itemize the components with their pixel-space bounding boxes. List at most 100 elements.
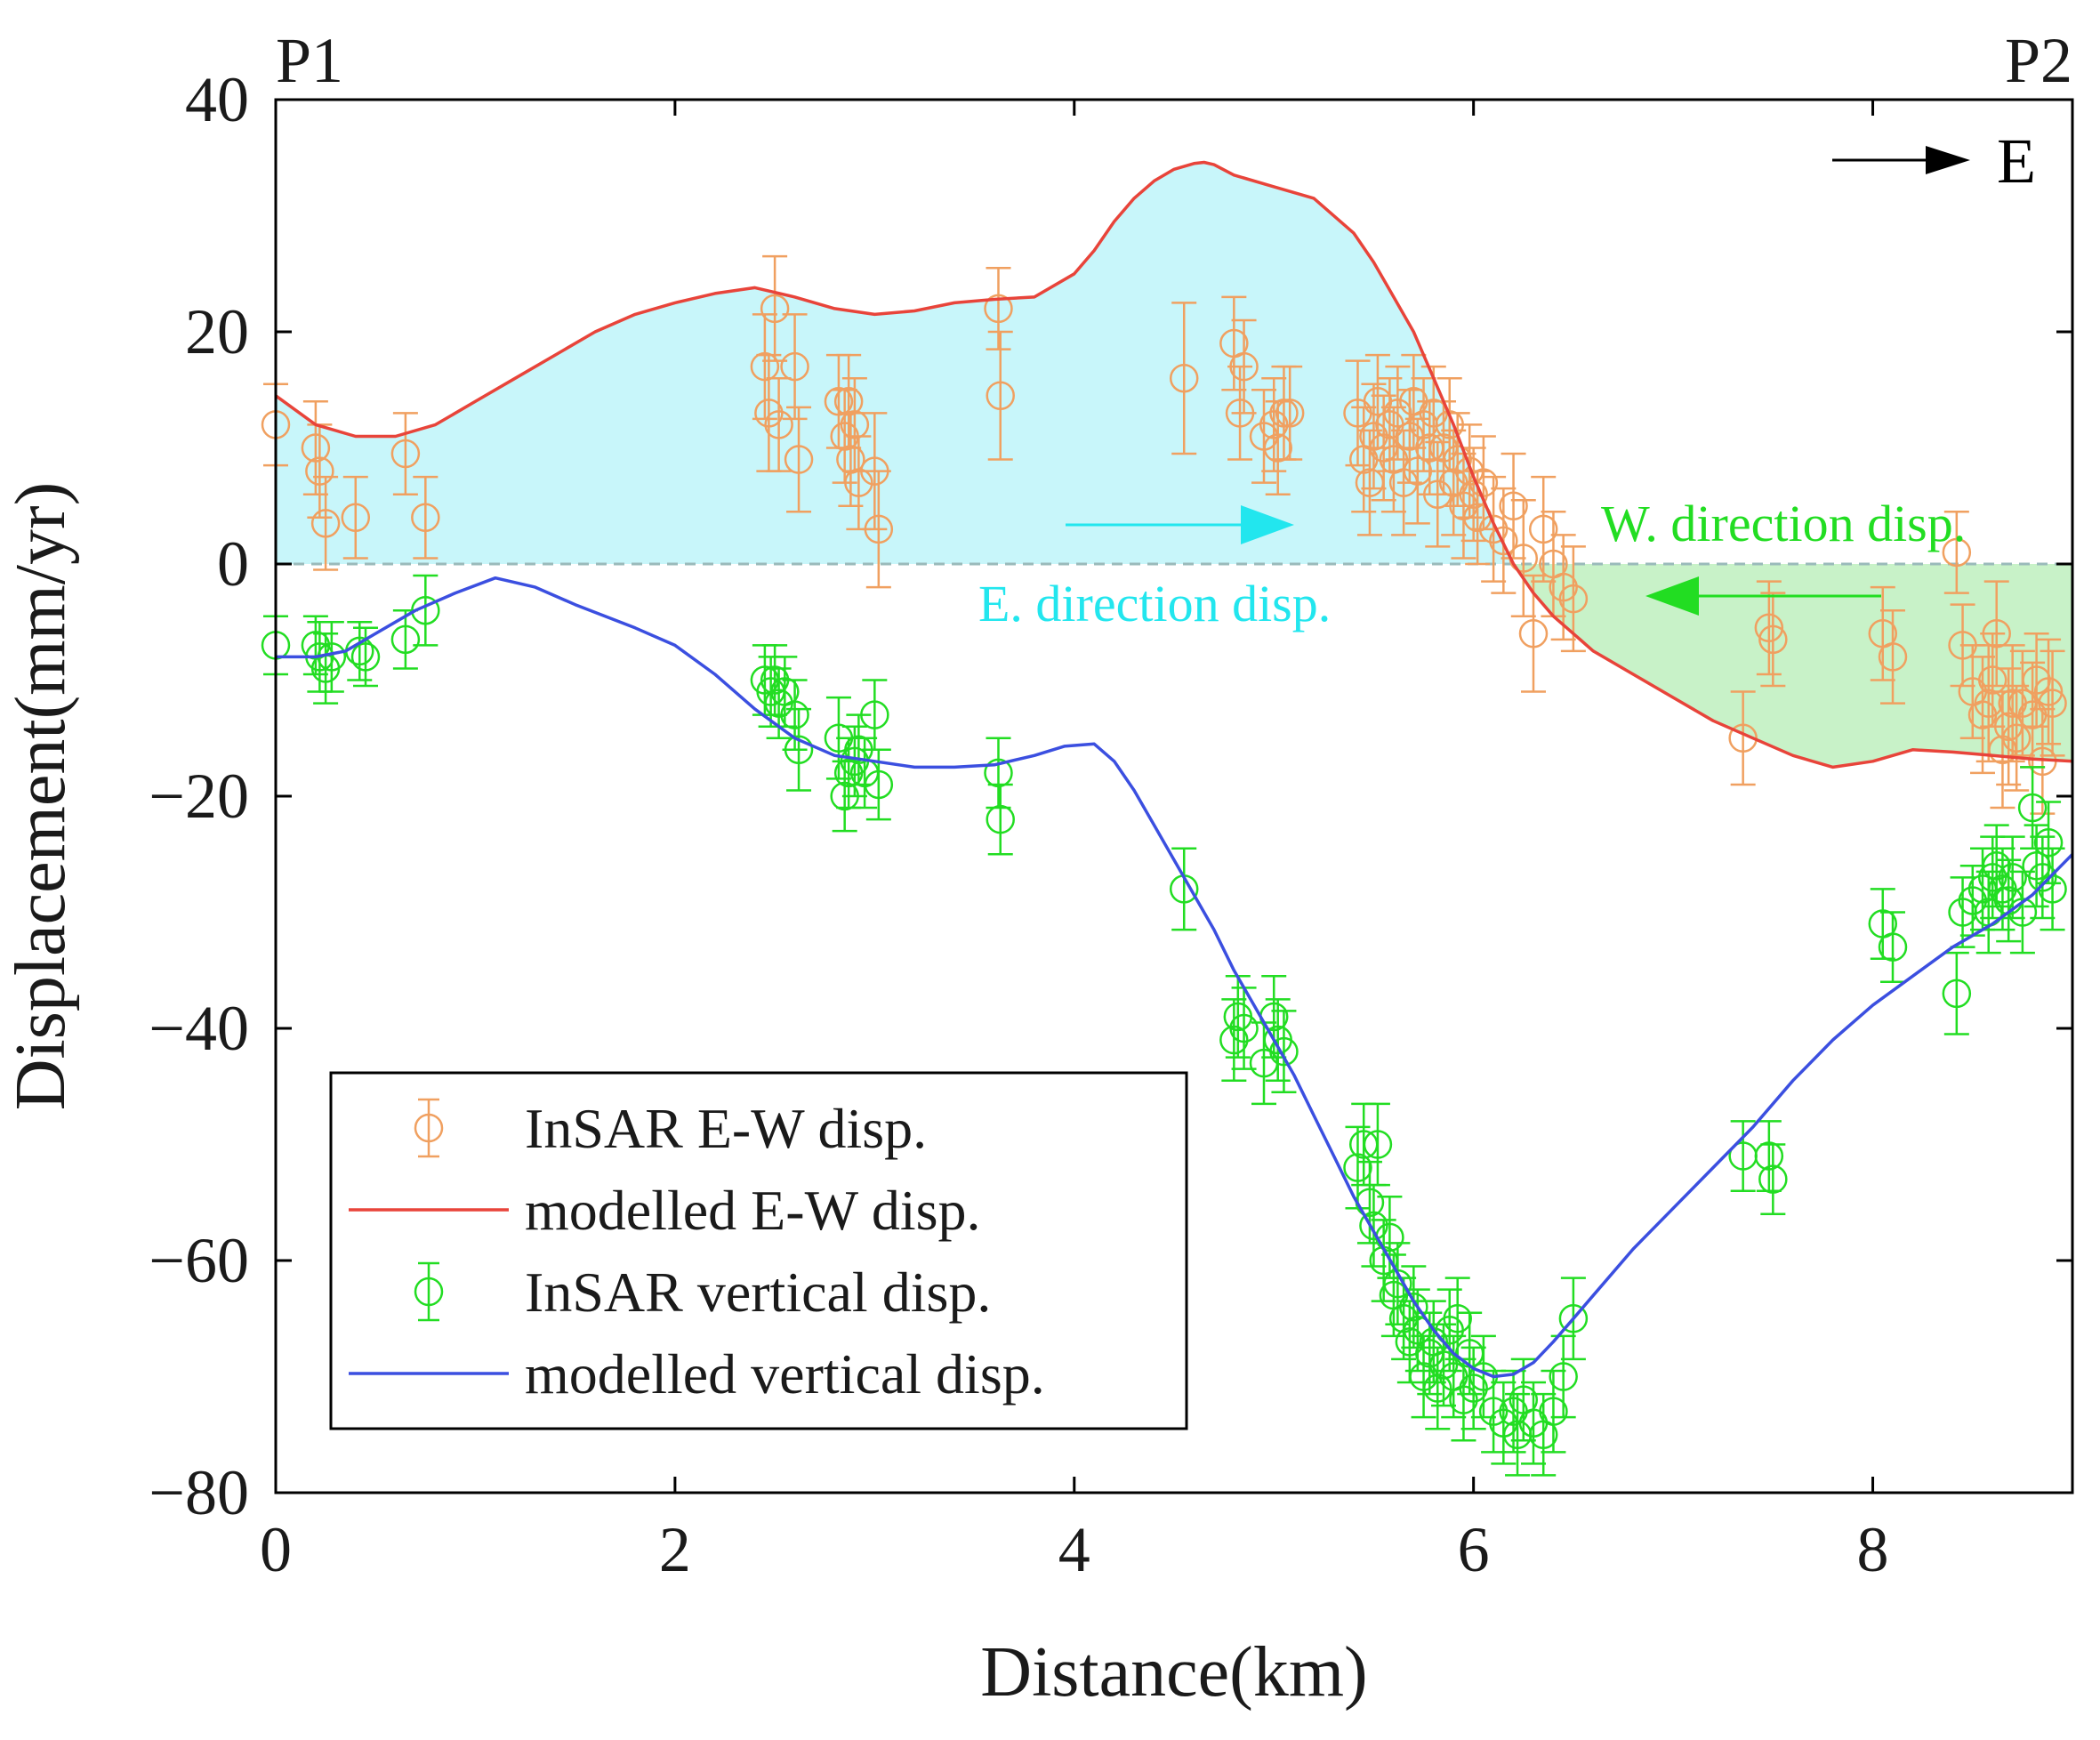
ew-point <box>1549 534 1578 641</box>
vertical-marker <box>1449 1385 1478 1414</box>
vertical-marker <box>1459 1373 1488 1403</box>
ew-point <box>1478 475 1509 583</box>
modelled-vertical-line <box>276 576 2074 1379</box>
vertical-marker <box>1758 1164 1788 1194</box>
ew-marker <box>1478 514 1509 544</box>
vertical-point <box>1728 1120 1758 1192</box>
vertical-point <box>1528 1392 1558 1477</box>
ew-point <box>1758 592 1788 688</box>
ew-marker <box>1549 572 1578 602</box>
vertical-marker <box>1754 1141 1784 1171</box>
east-label: E <box>1997 125 2036 197</box>
ew-marker <box>1754 613 1784 643</box>
ew-point <box>411 475 440 560</box>
ew-point <box>1878 608 1908 705</box>
ew-point <box>2028 707 2057 815</box>
vertical-marker <box>1958 886 1988 915</box>
legend-box <box>329 1071 1188 1430</box>
vertical-marker <box>1539 1397 1568 1426</box>
ew-marker <box>2022 665 2051 695</box>
ew-point <box>1275 365 1305 461</box>
ew-marker <box>824 387 854 416</box>
vertical-marker <box>1343 1153 1372 1182</box>
vertical-point <box>1549 1334 1578 1419</box>
ew-point <box>1998 644 2027 763</box>
vertical-point <box>1423 1346 1452 1430</box>
vertical-marker <box>984 758 1013 788</box>
vertical-marker <box>1229 1013 1259 1043</box>
ew-point <box>1459 447 1488 543</box>
vertical-marker <box>1558 1304 1589 1333</box>
ew-marker <box>1443 445 1472 474</box>
direction-fill-areas <box>276 162 2072 768</box>
legend-marker-symbol <box>414 1277 444 1307</box>
vertical-point <box>411 574 440 647</box>
vertical-marker <box>2017 793 2048 823</box>
ew-point <box>301 400 331 495</box>
x-axis-label: Distance(km) <box>980 1633 1367 1712</box>
ew-marker <box>1468 468 1499 497</box>
legend-label: InSAR E-W disp. <box>525 1097 927 1160</box>
ew-marker <box>1499 491 1528 520</box>
ew-marker <box>840 410 870 439</box>
vertical-marker <box>1403 1316 1433 1345</box>
ew-marker <box>1758 624 1788 655</box>
east-direction-arrowhead <box>1241 505 1294 544</box>
ew-marker <box>1383 399 1412 428</box>
ew-point <box>1977 632 2007 728</box>
axes: 0 2 4 6 8 40 20 0 −20 −40 −60 −80 Distance(km) Displa… <box>2 25 2074 1712</box>
ew-marker <box>833 387 864 416</box>
ew-marker <box>1489 526 1518 556</box>
ew-marker <box>1259 410 1289 439</box>
ew-marker <box>986 381 1015 411</box>
ew-marker <box>310 509 341 538</box>
vertical-point <box>1878 911 1908 984</box>
ew-point <box>1359 383 1388 490</box>
ew-point <box>784 406 814 513</box>
ew-point <box>341 475 371 560</box>
modelled-ew-line <box>274 160 2073 769</box>
vertical-marker <box>1443 1304 1472 1333</box>
ew-point <box>984 266 1013 350</box>
ew-marker <box>760 294 790 324</box>
west-direction-label: W. direction disp. <box>1601 495 1966 552</box>
vertical-marker <box>986 804 1015 834</box>
ew-marker <box>844 468 873 497</box>
ew-marker <box>1982 619 2011 648</box>
vertical-marker <box>780 700 809 729</box>
vertical-marker <box>390 624 421 655</box>
vertical-marker <box>1878 932 1908 962</box>
ew-point <box>1942 511 1972 594</box>
east-direction-fill <box>276 162 1514 564</box>
ew-marker <box>2001 723 2032 753</box>
vertical-marker <box>1399 1292 1428 1322</box>
ew-marker <box>1275 399 1305 428</box>
vertical-point <box>986 783 1015 856</box>
y-tick-label: −20 <box>149 761 249 832</box>
x-tick-label: 0 <box>260 1514 292 1585</box>
ew-point <box>1259 376 1289 472</box>
y-tick-label: 0 <box>217 528 249 600</box>
endpoint-label-p1: P1 <box>276 25 343 96</box>
ew-marker <box>341 503 371 533</box>
vertical-marker <box>1428 1350 1459 1380</box>
vertical-marker <box>784 735 814 765</box>
vertical-marker <box>1359 1211 1388 1241</box>
ew-point <box>2038 649 2067 757</box>
vertical-point <box>1459 1346 1488 1430</box>
vertical-point <box>1269 1010 1299 1094</box>
vertical-point <box>345 621 374 681</box>
insar-ew-points <box>261 254 2067 815</box>
y-tick-label: 20 <box>185 296 249 367</box>
ew-marker <box>784 445 814 474</box>
direction-annotations: E E. direction disp. W. direction disp. <box>978 125 2036 632</box>
ew-point <box>986 330 1015 461</box>
vertical-point <box>1758 1143 1788 1216</box>
ew-marker <box>1229 351 1259 382</box>
ew-marker <box>1269 399 1299 428</box>
insar-vertical-points <box>261 574 2067 1477</box>
ew-marker <box>411 503 440 533</box>
ew-point <box>864 470 894 589</box>
vertical-marker <box>1549 1362 1578 1391</box>
ew-point <box>1343 359 1372 467</box>
